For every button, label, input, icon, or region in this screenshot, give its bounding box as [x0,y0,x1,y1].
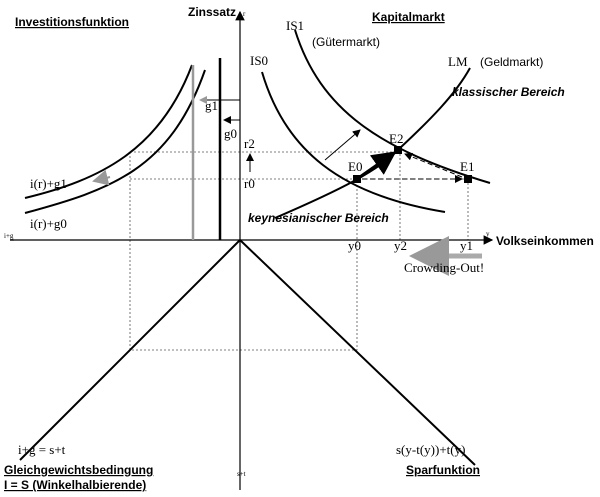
region-label: klassischer Bereich [452,85,565,99]
curve-label: IS0 [250,53,268,68]
point-label: r0 [244,176,255,191]
point-label: E1 [460,159,474,174]
curve-label: i+g = s+t [18,442,66,457]
curve-label: i(r)+g1 [30,176,67,191]
curve-label: s(y-t(y))+t(y) [396,442,465,457]
point-label: y1 [460,238,473,253]
axis-symbol: y [486,230,490,238]
axis-symbol: r [243,10,246,18]
point-label: g0 [224,126,237,141]
curve-label: LM [448,54,468,69]
panel-title: Sparfunktion [406,463,480,477]
arrows [92,96,482,276]
region-label: keynesianischer Bereich [248,211,389,225]
axis-title: Zinssatz [188,5,236,19]
panel-title: Gleichgewichtsbedingung [4,463,153,477]
panel-title: Investitionsfunktion [15,15,129,29]
curve-label: IS1 [286,18,304,33]
panel-title: Kapitalmarkt [372,10,445,24]
curve-label: (Gütermarkt) [312,35,380,49]
point-label: y0 [348,238,361,253]
axis-symbol: i+g [4,232,14,240]
point-label: y2 [394,238,407,253]
curve-label: i(r)+g0 [30,216,67,231]
point-label: E2 [389,131,403,146]
panel-title: I = S (Winkelhalbierende) [4,478,146,492]
axis-symbol: s+t [237,470,246,478]
points [353,146,472,183]
annotation: Crowding-Out! [404,260,484,275]
guides [129,150,469,351]
point-label: E0 [348,159,362,174]
point-label: r2 [244,136,255,151]
curves [19,29,491,466]
point-label: g1 [205,98,218,113]
axis-title: Volkseinkommen [496,234,594,248]
curve-label: (Geldmarkt) [480,55,543,69]
